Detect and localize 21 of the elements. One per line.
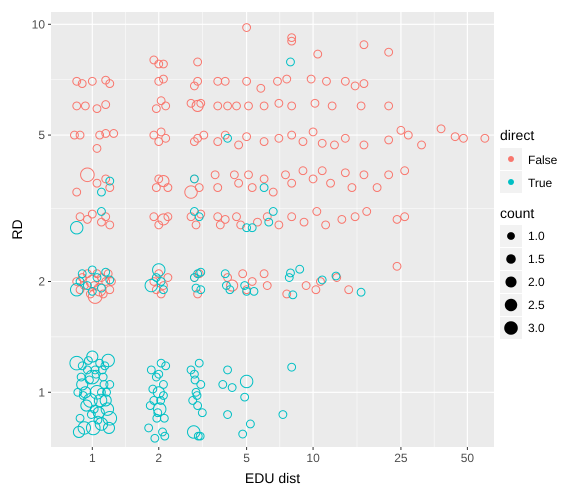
legend-label: 2.5 [528, 298, 546, 312]
x-axis-title: EDU dist [244, 470, 300, 486]
legend-label: 2.0 [528, 275, 546, 289]
legend-label: 3.0 [528, 321, 546, 335]
y-tick-label: 10 [32, 17, 46, 32]
x-tick-label: 25 [394, 451, 408, 465]
x-tick-label: 5 [243, 451, 250, 465]
x-tick-label: 1 [88, 451, 96, 465]
legend-label: 1.0 [528, 229, 546, 243]
x-tick-label: 2 [155, 451, 162, 465]
y-tick-label: 5 [38, 128, 46, 142]
y-axis-title: RD [9, 219, 25, 240]
legend-title: direct [500, 127, 534, 143]
y-tick-label: 1 [38, 385, 46, 400]
x-tick-label: 50 [460, 451, 474, 465]
y-tick-label: 2 [38, 274, 46, 288]
legend-label: False [528, 153, 558, 167]
text: count [500, 205, 534, 221]
x-tick-label: 10 [306, 451, 320, 465]
legend-label: 1.5 [528, 252, 546, 266]
legend-label: True [528, 176, 553, 190]
